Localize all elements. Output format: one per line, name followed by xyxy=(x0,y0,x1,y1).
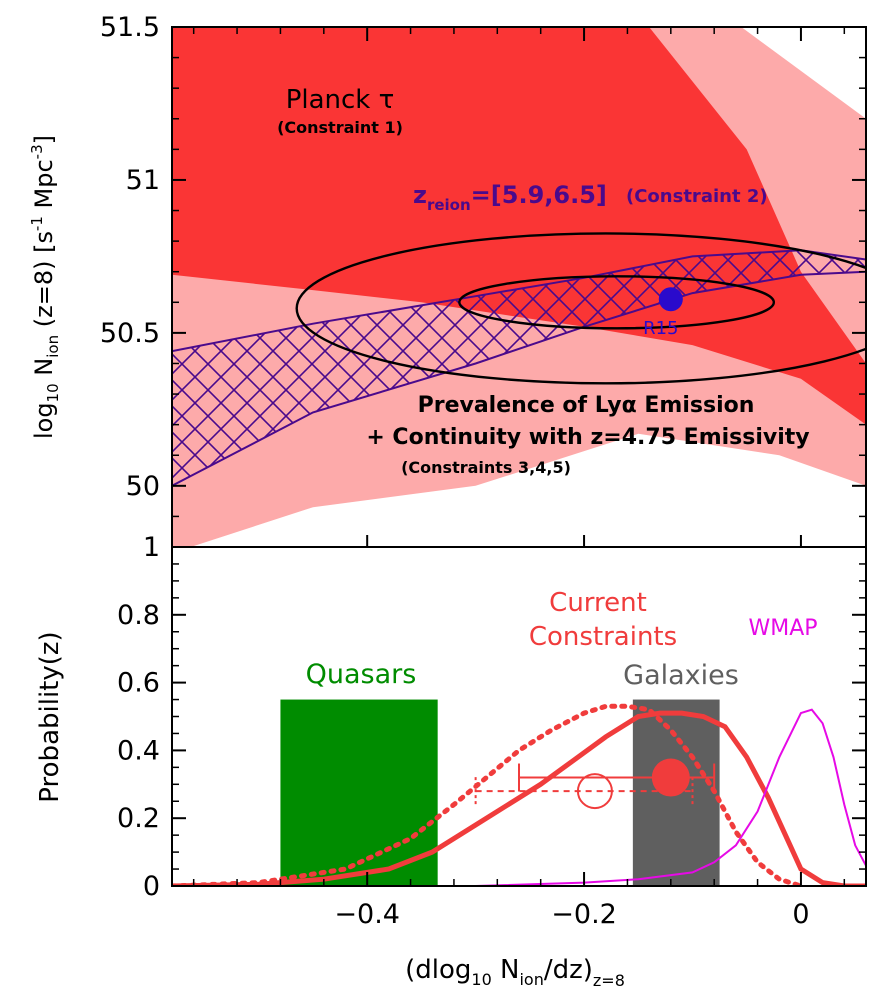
current-label-line1: Current xyxy=(549,588,647,618)
xlabel-n: N xyxy=(500,955,519,985)
zreion-band-outline xyxy=(172,249,866,487)
current-label-line2: Constraints xyxy=(529,622,677,652)
top-ytick-label: 51.5 xyxy=(100,12,160,43)
top-ytick-label: 51 xyxy=(126,165,160,196)
errorbar-marker-filled xyxy=(651,758,690,797)
svg-text:(dlog10 Nion/dz)z=8: (dlog10 Nion/dz)z=8 xyxy=(405,955,625,990)
xlabel-sub10: 10 xyxy=(471,970,491,989)
quasars-band xyxy=(280,699,438,886)
top-ylabel-sub10: 10 xyxy=(44,383,62,402)
svg-text:log10 Nion (z=8) [s-1 Mpc-3]: log10 Nion (z=8) [s-1 Mpc-3] xyxy=(28,135,62,439)
top-ylabel-close: ] xyxy=(30,135,58,144)
zreion-sub: reion xyxy=(427,196,471,214)
bottom-xaxis-ticks: −0.4 −0.2 0 xyxy=(192,27,846,930)
bottom-yaxis-ticks: 0 0.2 0.4 0.6 0.8 1 xyxy=(117,532,866,902)
continuity-label: + Continuity with z=4.75 Emissivity xyxy=(366,425,809,450)
prevalence-label: Prevalence of Lyα Emission xyxy=(418,393,755,418)
bottom-ytick-label: 1 xyxy=(143,532,160,563)
r15-point xyxy=(658,287,683,312)
svg-text:zreion=[5.9,6.5]: zreion=[5.9,6.5] xyxy=(413,181,607,214)
top-ylabel: log10 Nion (z=8) [s-1 Mpc-3] xyxy=(28,135,62,439)
top-ylabel-mpc: Mpc xyxy=(30,159,58,208)
current-constraints-solid-line xyxy=(172,710,866,886)
top-ylabel-supm1: -1 xyxy=(28,216,46,231)
xtick-label: −0.4 xyxy=(334,899,400,930)
zreion-label: zreion=[5.9,6.5] xyxy=(413,181,607,214)
quasars-label: Quasars xyxy=(306,659,417,690)
zreion-z: z xyxy=(413,181,427,209)
current-constraints-dotted-line xyxy=(172,703,804,886)
bottom-ytick-label: 0.4 xyxy=(117,735,160,766)
contour-ellipse-outer xyxy=(295,232,866,385)
constraints345-label: (Constraints 3,4,5) xyxy=(401,458,571,477)
errorbar-filled xyxy=(518,758,716,797)
top-ytick-label: 50 xyxy=(126,471,160,502)
wmap-label: WMAP xyxy=(748,616,817,641)
top-ylabel-supm3: -3 xyxy=(28,144,46,159)
bottom-panel-frame xyxy=(171,546,867,887)
errorbar-marker-open xyxy=(576,773,613,810)
xtick-label: 0 xyxy=(792,899,809,930)
top-ylabel-subion: ion xyxy=(44,335,62,358)
xlabel-dlog: (dlog xyxy=(405,955,471,985)
bottom-panel: 0 0.2 0.4 0.6 0.8 1 −0.4 −0.2 0 Quasars Galaxie… xyxy=(35,27,867,990)
constraint1-label: (Constraint 1) xyxy=(277,118,403,137)
xlabel-dz: /dz) xyxy=(544,955,593,985)
top-ytick-label: 50.5 xyxy=(100,318,160,349)
galaxies-label: Galaxies xyxy=(623,660,739,691)
xlabel-subz8: z=8 xyxy=(593,971,625,990)
contour-ellipse-inner xyxy=(458,275,776,330)
wmap-line xyxy=(475,708,866,886)
r15-label: R15 xyxy=(643,318,678,339)
bottom-ylabel: Probability(z) xyxy=(35,631,65,802)
top-ylabel-log: log xyxy=(30,402,58,439)
bottom-xlabel: (dlog10 Nion/dz)z=8 xyxy=(405,955,625,990)
xlabel-subion: ion xyxy=(519,970,543,989)
constraint2-label: (Constraint 2) xyxy=(626,186,768,207)
top-yaxis-ticks: 50 50.5 51 51.5 xyxy=(100,12,866,518)
top-ylabel-n: N xyxy=(30,358,58,376)
top-ylabel-z: (z=8) [s xyxy=(30,231,58,327)
bottom-ytick-label: 0.6 xyxy=(117,668,160,699)
zreion-hatched-band xyxy=(172,250,866,486)
bottom-ytick-label: 0 xyxy=(143,871,160,902)
bottom-ytick-label: 0.2 xyxy=(117,803,160,834)
planck-label: Planck τ xyxy=(286,85,395,115)
zreion-value: =[5.9,6.5] xyxy=(471,181,607,209)
bottom-ytick-label: 0.8 xyxy=(117,600,160,631)
errorbar-open xyxy=(474,773,694,810)
bottom-ylabel-text: Probability(z) xyxy=(35,631,65,802)
top-panel: 50 50.5 51 51.5 R15 Planck τ (Constraint 1)… xyxy=(28,12,867,548)
xtick-label: −0.2 xyxy=(551,899,617,930)
